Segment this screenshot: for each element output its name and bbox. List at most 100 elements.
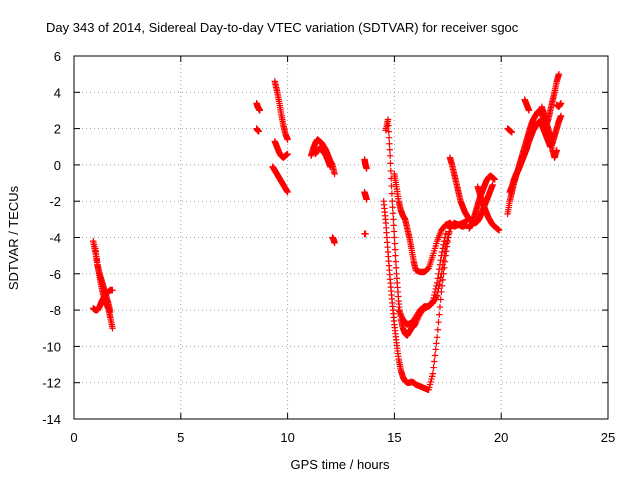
y-tick-labels: -14 -12 -10 -8 -6 -4 -2 0 2 4 6 bbox=[42, 49, 61, 427]
series-arc-h6 bbox=[553, 99, 565, 111]
series-arc-b1 bbox=[253, 99, 264, 114]
data-point bbox=[389, 204, 396, 211]
data-point bbox=[429, 297, 437, 305]
data-point bbox=[388, 182, 395, 190]
y-tick-label: 2 bbox=[54, 122, 61, 137]
data-point bbox=[386, 152, 394, 160]
data-point bbox=[491, 176, 498, 183]
data-point bbox=[395, 306, 402, 314]
data-point bbox=[256, 107, 264, 114]
series-arc-g3 bbox=[474, 183, 503, 234]
data-point bbox=[437, 256, 444, 264]
data-point bbox=[431, 288, 439, 296]
y-tick-label: -12 bbox=[42, 376, 61, 391]
axis-ticks bbox=[73, 55, 609, 420]
data-point bbox=[508, 129, 516, 136]
data-point bbox=[446, 228, 453, 235]
data-point bbox=[397, 311, 405, 318]
data-point bbox=[431, 352, 439, 359]
data-point bbox=[436, 261, 444, 268]
series-arc-e2 bbox=[361, 188, 370, 203]
data-point bbox=[391, 246, 399, 253]
data-point bbox=[284, 136, 291, 143]
data-point bbox=[390, 228, 398, 235]
data-point bbox=[385, 128, 392, 135]
x-tick-label: 20 bbox=[494, 430, 508, 445]
data-point bbox=[436, 311, 443, 318]
data-point bbox=[437, 296, 444, 303]
data-point bbox=[385, 134, 393, 141]
data-point bbox=[387, 160, 394, 167]
data-point bbox=[441, 237, 448, 245]
data-point bbox=[363, 196, 370, 203]
data-point bbox=[438, 282, 446, 290]
data-point bbox=[430, 364, 437, 371]
data-point bbox=[429, 370, 437, 377]
data-point bbox=[434, 326, 442, 333]
series-arc-a3 bbox=[90, 286, 116, 314]
data-point bbox=[430, 294, 437, 302]
series-arc-h4 bbox=[521, 96, 533, 114]
series-arc-e3 bbox=[361, 230, 369, 238]
data-point bbox=[433, 282, 440, 290]
data-point bbox=[331, 170, 338, 178]
data-point bbox=[553, 147, 560, 154]
data-point bbox=[433, 340, 440, 347]
data-point bbox=[441, 234, 449, 241]
data-point bbox=[390, 216, 397, 223]
y-tick-label: 6 bbox=[54, 49, 61, 64]
data-point bbox=[255, 128, 262, 135]
y-axis-label: SDTVAR / TECUs bbox=[6, 185, 21, 290]
series-arc-h2 bbox=[506, 112, 565, 196]
series-arc-c1 bbox=[271, 78, 291, 143]
data-point bbox=[398, 312, 405, 320]
data-point bbox=[525, 107, 533, 114]
data-point bbox=[442, 230, 449, 238]
data-point bbox=[396, 308, 403, 315]
data-point bbox=[423, 266, 431, 273]
data-point bbox=[362, 230, 369, 238]
data-point bbox=[392, 258, 400, 265]
data-point bbox=[284, 188, 291, 196]
data-point bbox=[392, 252, 399, 259]
data-point bbox=[396, 309, 404, 317]
x-tick-label: 10 bbox=[280, 430, 294, 445]
series-arc-f4 bbox=[395, 230, 449, 328]
series-arc-d2 bbox=[312, 145, 334, 170]
data-points bbox=[90, 70, 565, 394]
y-tick-label: 4 bbox=[54, 85, 61, 100]
x-tick-label: 5 bbox=[177, 430, 184, 445]
data-point bbox=[432, 346, 439, 353]
x-tick-label: 25 bbox=[601, 430, 615, 445]
data-point bbox=[434, 275, 442, 282]
data-point bbox=[431, 291, 438, 299]
x-tick-label: 15 bbox=[387, 430, 401, 445]
series-arc-d3 bbox=[329, 234, 338, 247]
data-point bbox=[435, 319, 442, 326]
x-tick-labels: 0 5 10 15 20 25 bbox=[70, 430, 615, 445]
data-point bbox=[495, 227, 503, 234]
data-point bbox=[109, 286, 116, 294]
y-tick-label: -2 bbox=[49, 194, 61, 209]
data-point bbox=[555, 70, 563, 78]
x-tick-label: 0 bbox=[70, 430, 77, 445]
series-arc-b2 bbox=[253, 125, 262, 135]
series-arc-c2 bbox=[271, 138, 291, 161]
data-point bbox=[331, 239, 338, 247]
data-point bbox=[284, 150, 291, 158]
data-point bbox=[327, 163, 334, 170]
data-point bbox=[557, 112, 565, 120]
y-tick-label: -4 bbox=[49, 231, 61, 246]
series-arc-e1 bbox=[361, 156, 370, 172]
data-point bbox=[389, 198, 396, 205]
data-point bbox=[436, 303, 444, 311]
data-point bbox=[433, 334, 441, 341]
series-arc-a2 bbox=[92, 245, 116, 332]
data-point bbox=[388, 190, 396, 197]
data-point bbox=[109, 325, 116, 332]
data-point bbox=[557, 99, 565, 107]
chart-title: Day 343 of 2014, Sidereal Day-to-day VTE… bbox=[46, 20, 519, 35]
